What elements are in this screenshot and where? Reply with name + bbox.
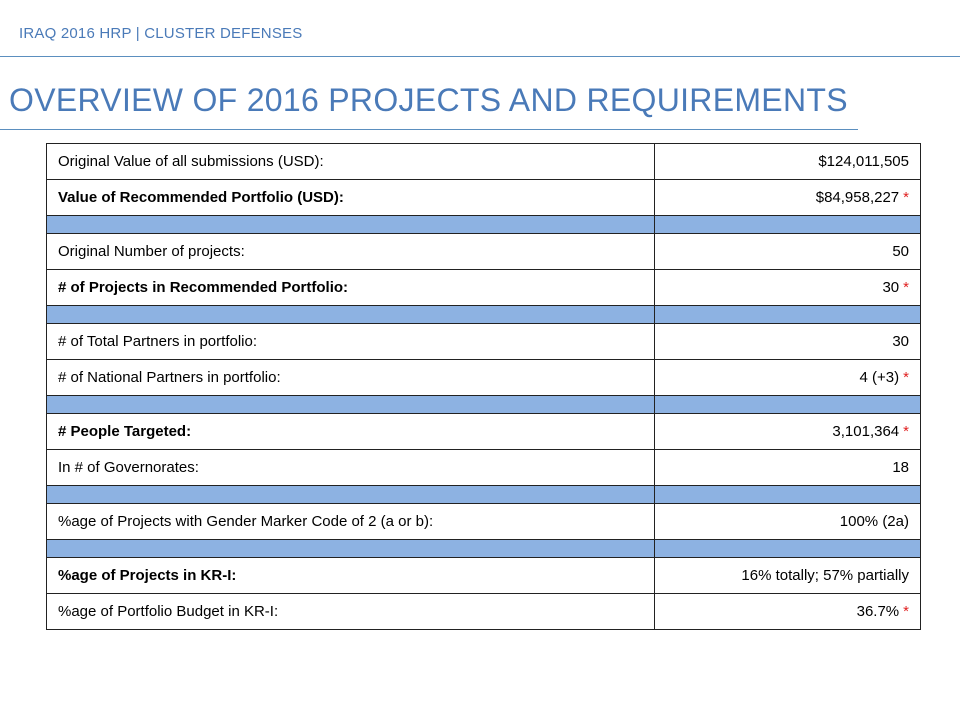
spacer-cell: [46, 215, 655, 234]
row-value: 100% (2a): [839, 513, 909, 530]
row-value: $124,011,505: [818, 153, 909, 170]
row-value: 50: [892, 243, 909, 260]
header-divider: [0, 56, 960, 57]
spacer-cell: [46, 395, 655, 414]
spacer-row: [46, 485, 921, 504]
row-value-cell: 50: [654, 233, 921, 270]
row-value-cell: 30 *: [654, 269, 921, 306]
row-value-cell: 18: [654, 449, 921, 486]
header-label: IRAQ 2016 HRP | CLUSTER DEFENSES: [19, 25, 303, 42]
asterisk-marker: *: [903, 603, 909, 620]
table-row: Original Value of all submissions (USD):…: [46, 143, 921, 180]
row-label: %age of Portfolio Budget in KR-I:: [46, 593, 655, 630]
row-value: 18: [892, 459, 909, 476]
row-value-cell: 100% (2a): [654, 503, 921, 540]
row-value-cell: $84,958,227 *: [654, 179, 921, 216]
spacer-row: [46, 305, 921, 324]
spacer-cell: [654, 395, 921, 414]
asterisk-marker: *: [903, 189, 909, 206]
row-value-cell: 16% totally; 57% partially: [654, 557, 921, 594]
table-row: In # of Governorates: 18: [46, 449, 921, 486]
overview-table: Original Value of all submissions (USD):…: [46, 143, 921, 630]
row-value: 30: [882, 279, 900, 296]
row-label: Value of Recommended Portfolio (USD):: [46, 179, 655, 216]
row-value: $84,958,227: [815, 189, 900, 206]
spacer-cell: [654, 215, 921, 234]
table-row: %age of Projects with Gender Marker Code…: [46, 503, 921, 540]
table-row: Original Number of projects: 50: [46, 233, 921, 270]
row-value: 3,101,364: [832, 423, 900, 440]
row-value: 30: [892, 333, 909, 350]
row-label: # of Projects in Recommended Portfolio:: [46, 269, 655, 306]
row-label: # of Total Partners in portfolio:: [46, 323, 655, 360]
table-row: # of Total Partners in portfolio: 30: [46, 323, 921, 360]
row-value: 36.7%: [856, 603, 900, 620]
asterisk-marker: *: [903, 279, 909, 296]
asterisk-marker: *: [903, 369, 909, 386]
spacer-row: [46, 395, 921, 414]
spacer-cell: [654, 485, 921, 504]
table-row: %age of Projects in KR-I: 16% totally; 5…: [46, 557, 921, 594]
row-value-cell: $124,011,505: [654, 143, 921, 180]
table-row: # of Projects in Recommended Portfolio: …: [46, 269, 921, 306]
table-row: # of National Partners in portfolio: 4 (…: [46, 359, 921, 396]
row-label: Original Number of projects:: [46, 233, 655, 270]
row-value-cell: 36.7% *: [654, 593, 921, 630]
row-label: %age of Projects in KR-I:: [46, 557, 655, 594]
row-value-cell: 30: [654, 323, 921, 360]
spacer-cell: [654, 539, 921, 558]
row-label: In # of Governorates:: [46, 449, 655, 486]
table-row: # People Targeted: 3,101,364 *: [46, 413, 921, 450]
row-label: # of National Partners in portfolio:: [46, 359, 655, 396]
row-value: 16% totally; 57% partially: [741, 567, 909, 584]
spacer-row: [46, 539, 921, 558]
page-title: OVERVIEW OF 2016 PROJECTS AND REQUIREMEN…: [9, 82, 848, 118]
row-label: %age of Projects with Gender Marker Code…: [46, 503, 655, 540]
title-underline: [0, 129, 858, 130]
row-value-cell: 4 (+3) *: [654, 359, 921, 396]
spacer-row: [46, 215, 921, 234]
spacer-cell: [46, 305, 655, 324]
asterisk-marker: *: [903, 423, 909, 440]
row-value-cell: 3,101,364 *: [654, 413, 921, 450]
spacer-cell: [46, 539, 655, 558]
row-label: # People Targeted:: [46, 413, 655, 450]
table-row: %age of Portfolio Budget in KR-I: 36.7% *: [46, 593, 921, 630]
table-row: Value of Recommended Portfolio (USD): $8…: [46, 179, 921, 216]
spacer-cell: [46, 485, 655, 504]
row-value: 4 (+3): [859, 369, 900, 386]
spacer-cell: [654, 305, 921, 324]
row-label: Original Value of all submissions (USD):: [46, 143, 655, 180]
